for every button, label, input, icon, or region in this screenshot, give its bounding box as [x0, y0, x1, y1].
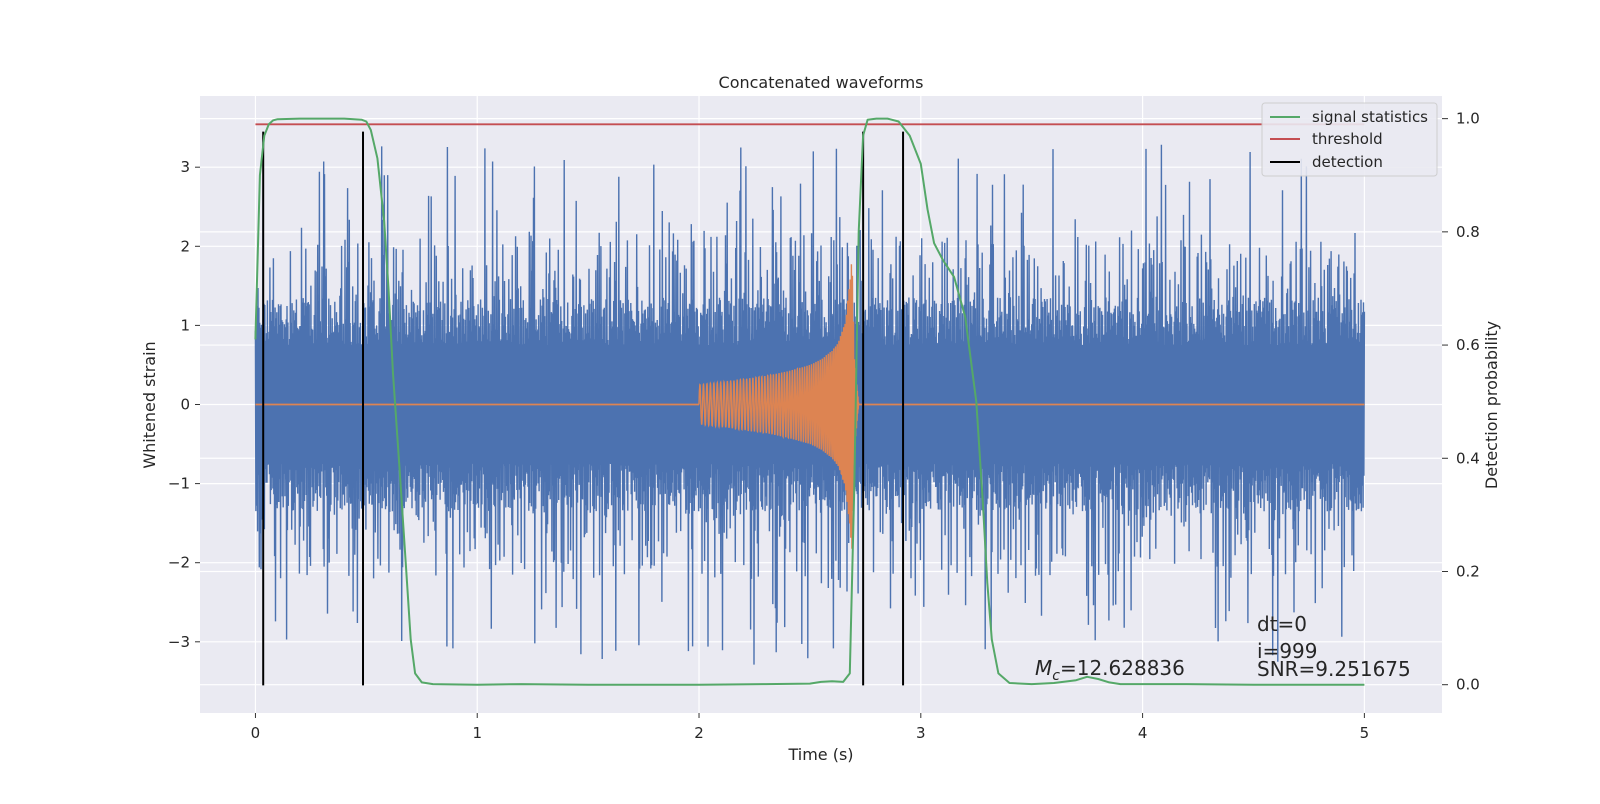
data-layer [254, 117, 1366, 686]
y2-tick-label: 0.8 [1456, 223, 1480, 241]
legend-label-signal-statistics: signal statistics [1312, 108, 1428, 126]
y-axis-label: Whitened strain [140, 341, 159, 468]
x-axis-label: Time (s) [787, 745, 853, 764]
signal-statistics-series-line [254, 117, 1365, 686]
y-tick-label: −1 [168, 475, 190, 493]
axes: 0 1 2 3 4 5 −3 −2 −1 0 1 2 3 0.0 0.2 0.4 0.6 0.8 1.0 [168, 110, 1480, 742]
x-tick-label: 2 [694, 724, 704, 742]
y2-axis-label: Detection probability [1482, 321, 1501, 489]
y2-tick-label: 0.6 [1456, 336, 1480, 354]
x-tick-label: 0 [251, 724, 261, 742]
y-tick-label: −2 [168, 554, 190, 572]
legend-label-threshold: threshold [1312, 130, 1383, 148]
annotation-index: i=999 [1257, 639, 1318, 663]
legend-box [1261, 102, 1438, 177]
y2-tick-label: 0.4 [1456, 449, 1480, 467]
chart-title: Concatenated waveforms [719, 73, 924, 92]
y-tick-label: 0 [180, 396, 190, 414]
y-tick-label: 1 [180, 316, 190, 334]
injection-series-line [698, 264, 860, 549]
x-tick-label: 1 [472, 724, 482, 742]
legend: signal statistics threshold detection [1261, 102, 1438, 177]
y-tick-label: 2 [180, 237, 190, 255]
x-tick-label: 3 [916, 724, 926, 742]
y2-tick-label: 0.2 [1456, 562, 1480, 580]
legend-label-detection: detection [1312, 153, 1383, 171]
annotation-dt: dt=0 [1257, 612, 1307, 636]
annotation-chirp-mass-value: =12.628836 [1060, 656, 1185, 680]
y2-tick-label: 0.0 [1456, 676, 1480, 694]
y-tick-label: 3 [180, 158, 190, 176]
x-tick-label: 5 [1360, 724, 1370, 742]
y2-tick-label: 1.0 [1456, 110, 1480, 128]
x-tick-label: 4 [1138, 724, 1148, 742]
y-tick-label: −3 [168, 633, 190, 651]
strain-series-line [254, 144, 1366, 665]
annotation-snr: SNR=9.251675 [1257, 657, 1411, 681]
annotation-chirp-mass: Mc=12.628836 [1035, 656, 1185, 684]
